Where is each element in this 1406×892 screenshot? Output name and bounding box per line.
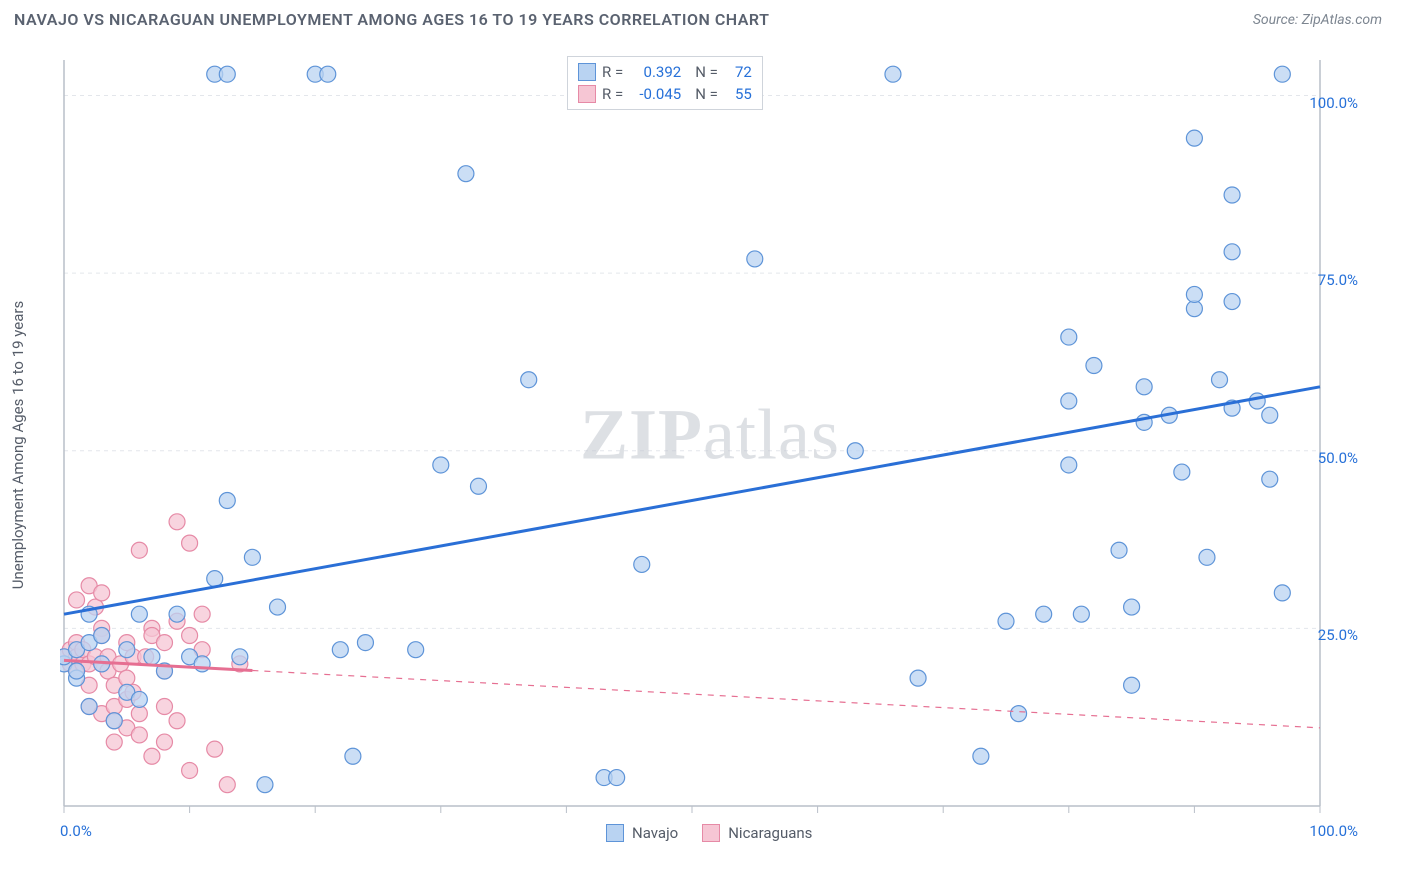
legend-swatch: [702, 824, 720, 842]
x-start-label: 0.0%: [60, 822, 92, 840]
y-tick-label: 100.0%: [1309, 94, 1358, 112]
stats-swatch: [578, 63, 596, 81]
legend-item: Nicaraguans: [702, 824, 812, 842]
legend-item: Navajo: [606, 824, 678, 842]
y-tick-label: 50.0%: [1318, 449, 1358, 467]
stats-swatch: [578, 85, 596, 103]
y-tick-label: 75.0%: [1318, 271, 1358, 289]
legend-swatch: [606, 824, 624, 842]
correlation-stats-box: R = 0.392 N = 72 R = -0.045 N = 55: [567, 56, 763, 110]
stats-r-label: R =: [602, 85, 623, 103]
y-axis-label: Unemployment Among Ages 16 to 19 years: [9, 301, 27, 589]
legend-label: Nicaraguans: [728, 824, 812, 842]
series-legend: Navajo Nicaraguans: [606, 824, 812, 842]
chart-source: Source: ZipAtlas.com: [1253, 12, 1382, 28]
chart-header: NAVAJO VS NICARAGUAN UNEMPLOYMENT AMONG …: [0, 0, 1406, 35]
chart-area: Unemployment Among Ages 16 to 19 years Z…: [40, 50, 1380, 840]
stats-r-value: -0.045: [629, 85, 681, 103]
plot-region: ZIPatlas R =0.392N =72R =-0.045N =55 Nav…: [60, 56, 1360, 846]
stats-n-label: N =: [695, 63, 718, 81]
stats-n-label: N =: [695, 85, 718, 103]
x-end-label: 100.0%: [1309, 822, 1358, 840]
stats-n-value: 55: [724, 85, 752, 103]
stats-row: R = -0.045 N = 55: [578, 83, 752, 105]
stats-r-value: 0.392: [629, 63, 681, 81]
stats-r-label: R =: [602, 63, 623, 81]
legend-label: Navajo: [632, 824, 678, 842]
chart-title: NAVAJO VS NICARAGUAN UNEMPLOYMENT AMONG …: [14, 10, 769, 29]
stats-row: R = 0.392 N = 72: [578, 61, 752, 83]
scatter-svg: [60, 56, 1360, 846]
y-tick-label: 25.0%: [1318, 626, 1358, 644]
stats-n-value: 72: [724, 63, 752, 81]
